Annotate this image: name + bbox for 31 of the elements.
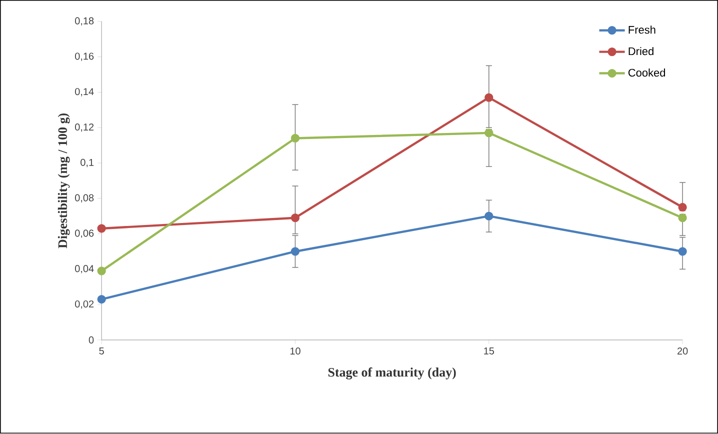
x-tick-label: 15 [484,348,494,355]
y-tick-label: 0,04 [75,265,94,274]
point [484,212,494,221]
legend-label: Dried [628,47,654,56]
point [678,214,687,222]
y-tick-label: 0 [88,336,94,344]
y-tick-label: 0,06 [75,230,94,238]
y-tick-label: 0,18 [75,18,94,26]
point [290,247,300,256]
x-tick-label: 5 [99,348,104,355]
x-tick-label: 20 [677,348,688,355]
y-axis-title: Digestibility (mg / 100 g) [58,114,70,248]
y-tick-label: 0,12 [75,124,94,132]
point [97,266,106,276]
point [678,247,687,256]
point [97,295,106,304]
point [678,203,687,212]
y-tick-label: 0,16 [75,52,94,62]
legend-label: Cooked [628,68,666,77]
y-tick-label: 0,14 [75,88,94,97]
point [484,93,494,102]
x-axis-title: Stage of maturity (day) [328,368,456,380]
point [97,224,106,234]
x-tick-label: 10 [290,348,300,355]
point [290,214,300,222]
y-tick-label: 0,08 [75,194,94,203]
point [290,134,300,143]
legend-label: Fresh [628,26,656,34]
point [484,128,494,138]
y-tick-label: 0,02 [75,300,94,309]
y-tick-label: 0,1 [80,159,94,168]
